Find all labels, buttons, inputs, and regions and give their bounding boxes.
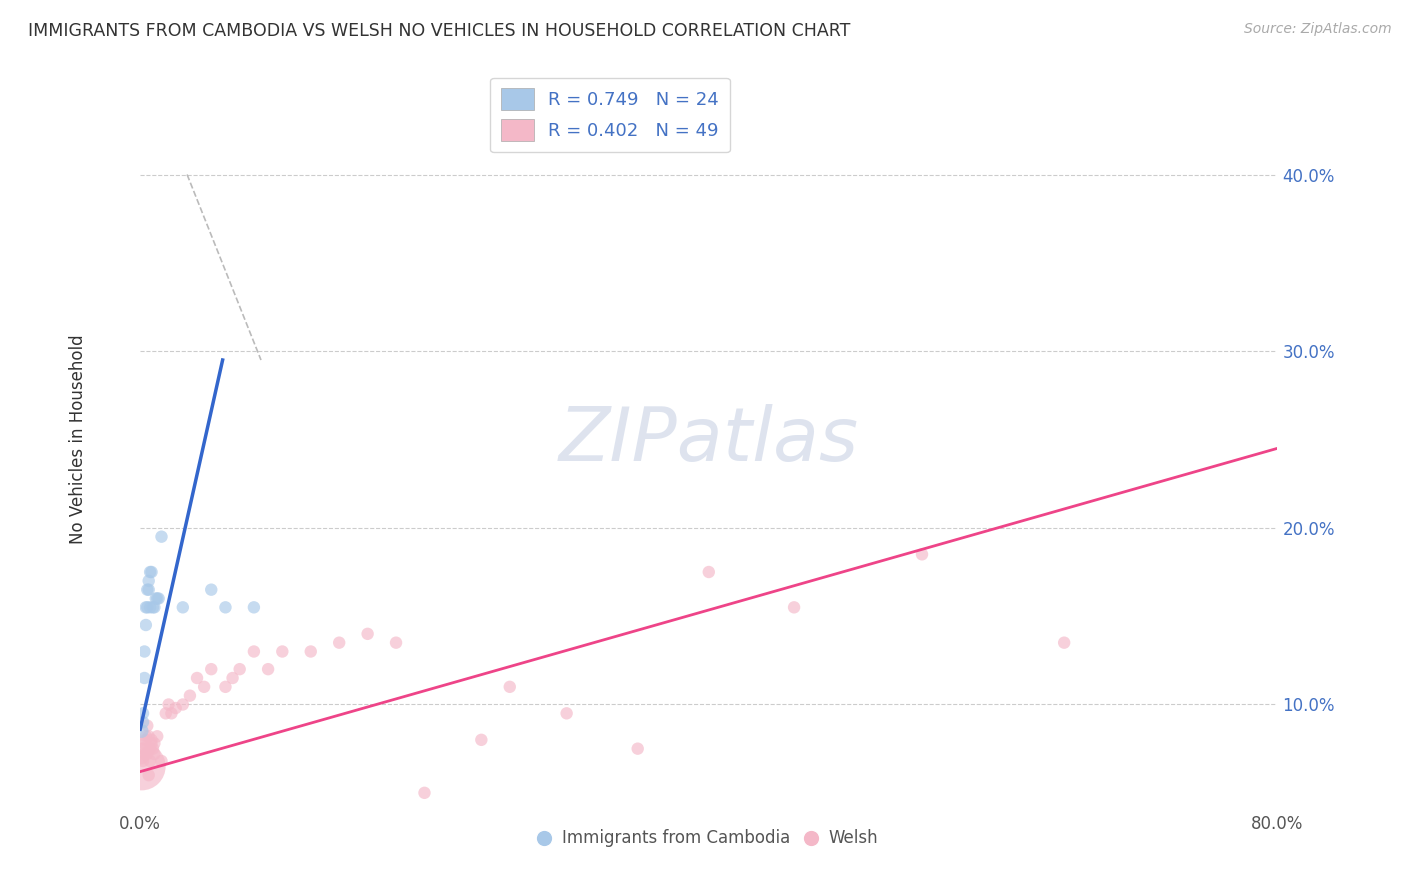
Point — [145, 591, 167, 606]
Point — [141, 565, 163, 579]
Point — [299, 644, 322, 658]
Point — [243, 644, 266, 658]
Point — [142, 741, 165, 756]
Point — [783, 600, 806, 615]
Point — [138, 582, 160, 597]
Point — [186, 671, 208, 685]
Point — [135, 729, 157, 743]
Point — [143, 736, 166, 750]
Point — [257, 662, 280, 676]
Legend: Immigrants from Cambodia, Welsh: Immigrants from Cambodia, Welsh — [533, 822, 884, 855]
Point — [132, 754, 155, 768]
Point — [132, 741, 155, 756]
Point — [499, 680, 522, 694]
Point — [200, 582, 222, 597]
Point — [271, 644, 294, 658]
Point — [328, 635, 350, 649]
Point — [142, 600, 165, 615]
Point — [138, 574, 160, 588]
Point — [146, 591, 169, 606]
Point — [214, 600, 236, 615]
Point — [221, 671, 243, 685]
Text: No Vehicles in Household: No Vehicles in Household — [69, 334, 87, 544]
Point — [131, 759, 153, 773]
Point — [139, 754, 162, 768]
Point — [131, 750, 153, 764]
Point — [160, 706, 183, 721]
Point — [165, 701, 187, 715]
Point — [143, 600, 166, 615]
Point — [138, 729, 160, 743]
Point — [179, 689, 201, 703]
Point — [141, 732, 163, 747]
Text: IMMIGRANTS FROM CAMBODIA VS WELSH NO VEHICLES IN HOUSEHOLD CORRELATION CHART: IMMIGRANTS FROM CAMBODIA VS WELSH NO VEH… — [28, 22, 851, 40]
Point — [385, 635, 408, 649]
Point — [155, 706, 177, 721]
Point — [135, 732, 157, 747]
Point — [135, 600, 157, 615]
Point — [143, 747, 166, 761]
Point — [356, 627, 378, 641]
Point — [1053, 635, 1076, 649]
Point — [200, 662, 222, 676]
Point — [555, 706, 578, 721]
Point — [470, 732, 492, 747]
Point — [132, 715, 155, 730]
Point — [136, 600, 159, 615]
Point — [157, 698, 180, 712]
Point — [228, 662, 250, 676]
Point — [138, 768, 160, 782]
Point — [697, 565, 720, 579]
Point — [139, 565, 162, 579]
Point — [134, 747, 156, 761]
Point — [134, 671, 156, 685]
Point — [172, 698, 194, 712]
Point — [139, 600, 162, 615]
Point — [141, 736, 163, 750]
Point — [146, 729, 169, 743]
Point — [136, 719, 159, 733]
Point — [214, 680, 236, 694]
Point — [243, 600, 266, 615]
Point — [148, 591, 170, 606]
Point — [132, 706, 155, 721]
Point — [413, 786, 436, 800]
Point — [136, 747, 159, 761]
Point — [911, 547, 934, 561]
Point — [139, 741, 162, 756]
Point — [136, 582, 159, 597]
Point — [150, 754, 173, 768]
Point — [134, 736, 156, 750]
Point — [627, 741, 650, 756]
Text: Source: ZipAtlas.com: Source: ZipAtlas.com — [1244, 22, 1392, 37]
Point — [193, 680, 215, 694]
Point — [172, 600, 194, 615]
Point — [150, 530, 173, 544]
Point — [131, 724, 153, 739]
Text: ZIPatlas: ZIPatlas — [558, 403, 859, 475]
Point — [134, 644, 156, 658]
Point — [135, 618, 157, 632]
